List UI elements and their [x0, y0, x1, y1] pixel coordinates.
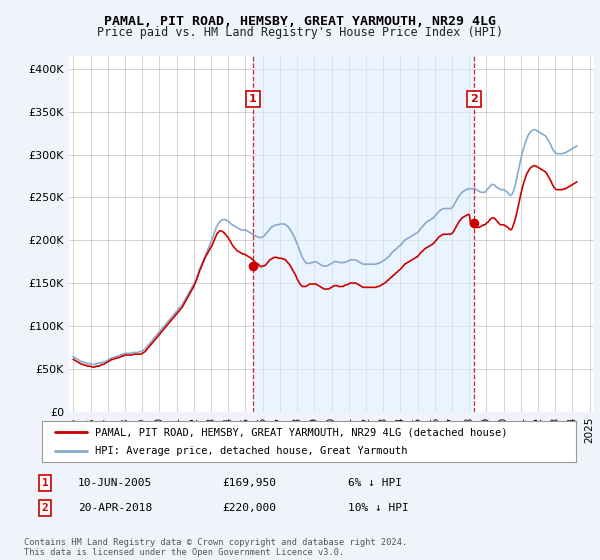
- Text: £220,000: £220,000: [222, 503, 276, 513]
- Bar: [253, 56, 475, 412]
- Text: 6% ↓ HPI: 6% ↓ HPI: [348, 478, 402, 488]
- Text: 1: 1: [41, 478, 49, 488]
- Text: 10% ↓ HPI: 10% ↓ HPI: [348, 503, 409, 513]
- Text: £169,950: £169,950: [222, 478, 276, 488]
- Text: PAMAL, PIT ROAD, HEMSBY, GREAT YARMOUTH, NR29 4LG: PAMAL, PIT ROAD, HEMSBY, GREAT YARMOUTH,…: [104, 15, 496, 28]
- Text: Contains HM Land Registry data © Crown copyright and database right 2024.
This d: Contains HM Land Registry data © Crown c…: [24, 538, 407, 557]
- Text: 10-JUN-2005: 10-JUN-2005: [78, 478, 152, 488]
- Text: PAMAL, PIT ROAD, HEMSBY, GREAT YARMOUTH, NR29 4LG (detached house): PAMAL, PIT ROAD, HEMSBY, GREAT YARMOUTH,…: [95, 427, 508, 437]
- Text: 20-APR-2018: 20-APR-2018: [78, 503, 152, 513]
- Text: 2: 2: [41, 503, 49, 513]
- Text: 2: 2: [470, 94, 478, 104]
- Text: HPI: Average price, detached house, Great Yarmouth: HPI: Average price, detached house, Grea…: [95, 446, 408, 456]
- Text: 1: 1: [249, 94, 257, 104]
- Text: Price paid vs. HM Land Registry's House Price Index (HPI): Price paid vs. HM Land Registry's House …: [97, 26, 503, 39]
